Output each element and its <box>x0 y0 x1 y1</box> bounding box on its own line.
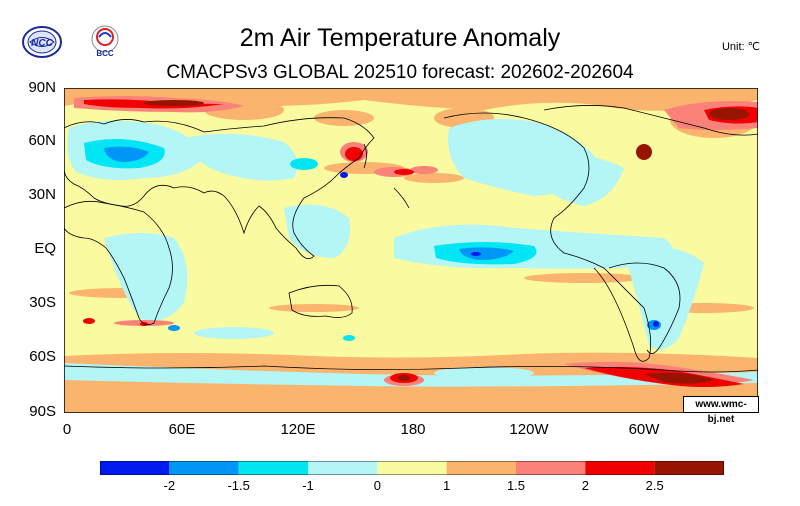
lon-label-0: 0 <box>62 421 72 438</box>
lat-label-60s: 60S <box>29 348 56 365</box>
map-title: 2m Air Temperature Anomaly <box>239 24 561 52</box>
lat-label-30n: 30N <box>28 186 56 203</box>
lat-label-90n: 90N <box>28 79 56 96</box>
colorbar-swatch <box>516 461 586 475</box>
colorbar-label: -1.5 <box>227 478 250 493</box>
lon-label-180: 180 <box>400 421 426 438</box>
colorbar <box>100 461 724 475</box>
colorbar-label: -1 <box>302 478 314 493</box>
colorbar-label: 1.5 <box>506 478 526 493</box>
lon-label-60e: 60E <box>168 421 196 438</box>
lon-label-120w: 120W <box>509 421 549 438</box>
unit-label: Unit: ℃ <box>721 41 760 53</box>
lat-label-eq: EQ <box>34 240 56 257</box>
bcc-logo: BCC <box>91 25 119 58</box>
colorbar-swatch <box>585 461 655 475</box>
colorbar-swatch <box>238 461 308 475</box>
colorbar-swatch <box>377 461 447 475</box>
ncc-logo: NCC <box>22 26 62 58</box>
colorbar-label: 1 <box>443 478 451 493</box>
colorbar-swatch <box>654 461 724 475</box>
colorbar-swatch <box>308 461 378 475</box>
map-subtitle: CMACPSv3 GLOBAL 202510 forecast: 202602-… <box>166 62 634 83</box>
cool-anomaly-extreme <box>340 172 659 327</box>
lon-label-120e: 120E <box>280 421 316 438</box>
colorbar-swatch <box>169 461 239 475</box>
colorbar-label: -2 <box>163 478 176 493</box>
colorbar-label: 2.5 <box>645 478 664 493</box>
bcc-logo-text: BCC <box>96 49 114 58</box>
colorbar-label: 0 <box>373 478 381 493</box>
lon-label-60w: 60W <box>628 421 660 438</box>
colorbar-swatch <box>446 461 516 475</box>
watermark-url: www.wmc-bj.net <box>683 396 759 425</box>
temperature-anomaly-map <box>64 88 758 413</box>
colorbar-swatch <box>100 461 170 475</box>
lat-label-30s: 30S <box>29 294 56 311</box>
colorbar-label: 2 <box>581 478 589 493</box>
ncc-logo-text: NCC <box>31 38 53 49</box>
lat-label-60n: 60N <box>28 132 56 149</box>
lat-label-90s: 90S <box>29 403 56 420</box>
coastlines <box>64 105 758 373</box>
warm-anomaly-extreme <box>144 100 749 384</box>
